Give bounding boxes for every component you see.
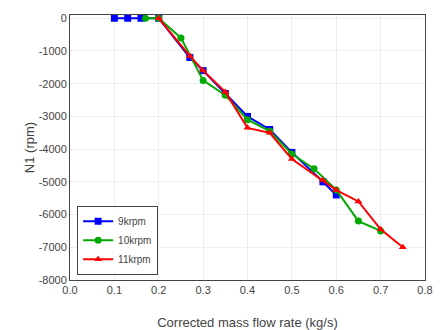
- svg-text:10krpm: 10krpm: [118, 235, 151, 246]
- svg-text:-6000: -6000: [39, 208, 67, 220]
- svg-text:0.6: 0.6: [329, 284, 344, 296]
- svg-text:0.1: 0.1: [107, 284, 122, 296]
- svg-text:-1000: -1000: [39, 45, 67, 57]
- svg-text:11krpm: 11krpm: [118, 254, 151, 265]
- svg-text:0.4: 0.4: [240, 284, 255, 296]
- svg-text:0.3: 0.3: [195, 284, 210, 296]
- svg-text:N1 (rpm): N1 (rpm): [22, 122, 37, 173]
- svg-text:0: 0: [61, 12, 67, 24]
- svg-text:0.8: 0.8: [417, 284, 432, 296]
- svg-text:0.2: 0.2: [151, 284, 166, 296]
- svg-text:-3000: -3000: [39, 110, 67, 122]
- svg-text:-4000: -4000: [39, 143, 67, 155]
- svg-text:0.5: 0.5: [284, 284, 299, 296]
- svg-text:Corrected mass flow rate (kg/s: Corrected mass flow rate (kg/s): [157, 315, 338, 330]
- svg-text:9krpm: 9krpm: [118, 216, 146, 227]
- svg-text:-7000: -7000: [39, 241, 67, 253]
- svg-text:-2000: -2000: [39, 78, 67, 90]
- svg-text:-5000: -5000: [39, 176, 67, 188]
- svg-text:-8000: -8000: [39, 274, 67, 286]
- svg-text:0.0: 0.0: [62, 284, 77, 296]
- svg-text:0.7: 0.7: [373, 284, 388, 296]
